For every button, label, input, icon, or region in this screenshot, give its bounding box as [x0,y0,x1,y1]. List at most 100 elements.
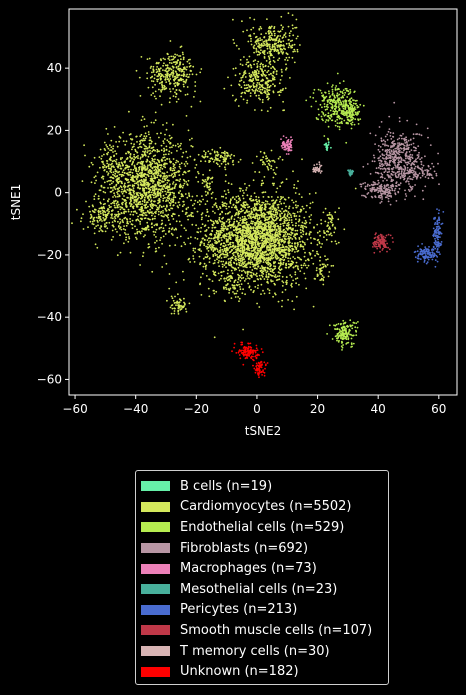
data-point [215,232,218,235]
data-point [259,233,261,235]
data-point [132,180,135,183]
data-point [171,207,174,210]
data-point [169,169,172,172]
data-point [245,189,248,191]
data-point [260,269,263,272]
data-point [91,223,94,225]
data-point [235,44,238,47]
data-point [265,271,268,274]
data-point [127,196,129,199]
data-point [280,15,283,18]
data-point [98,230,101,233]
data-point [153,77,156,80]
data-point [305,287,308,290]
data-point [256,278,259,280]
data-point [325,238,328,241]
data-point [287,211,290,214]
data-point [111,160,114,163]
data-point [271,65,274,68]
data-point [130,193,133,196]
data-point [156,150,159,153]
data-point [261,275,264,278]
data-point [152,92,155,95]
data-point [253,192,256,195]
data-point [92,223,95,226]
data-point [162,227,165,230]
data-point [278,82,281,85]
data-point [295,187,298,190]
data-point [150,121,153,124]
data-point [268,292,271,294]
data-point [257,79,260,81]
data-point [278,209,280,212]
data-point [235,262,238,265]
data-point [274,265,277,268]
data-point [148,199,150,202]
data-point [128,188,131,191]
data-point [146,72,149,74]
data-point [173,56,176,59]
data-point [148,146,151,149]
data-point [110,169,113,171]
data-point [153,196,155,199]
data-point [212,289,215,292]
data-point [172,123,174,126]
data-point [255,208,258,211]
data-point [270,226,272,228]
data-point [267,30,270,33]
data-point [253,71,256,74]
data-point [227,182,230,185]
data-point [273,275,276,278]
data-point [241,257,243,260]
data-point [152,69,155,72]
data-point [289,257,292,260]
data-point [246,90,249,92]
data-point [166,64,169,67]
data-point [157,202,159,205]
data-point [107,147,110,150]
data-point [250,80,253,83]
data-point [180,142,182,145]
data-point [139,223,142,225]
data-point [273,182,275,185]
data-point [168,194,171,197]
data-point [237,216,240,219]
data-point [246,29,248,32]
data-point [151,147,154,149]
data-point [191,204,194,207]
data-point [288,266,290,268]
data-point [246,246,249,249]
data-point [247,277,250,279]
data-point [215,290,218,293]
data-point [133,180,136,183]
data-point [173,213,176,216]
data-point [163,229,165,232]
data-point [280,24,283,27]
data-point [154,168,157,170]
data-point [223,249,226,252]
data-point [303,216,306,219]
data-point [107,151,110,154]
data-point [253,32,256,35]
data-point [277,235,280,238]
data-point [116,174,119,177]
data-point [151,86,154,89]
data-point [274,223,277,226]
data-point [250,43,253,46]
data-point [306,266,308,269]
data-point [276,35,279,38]
data-point [186,215,189,218]
data-point [137,219,140,222]
data-point [195,176,198,179]
data-point [195,224,198,227]
data-point [101,161,104,164]
data-point [222,195,225,198]
data-point [271,44,274,47]
data-point [97,213,100,216]
data-point [225,193,227,196]
data-point [308,215,311,218]
data-point [144,173,147,176]
data-point [293,184,296,186]
data-point [151,270,154,273]
data-point [145,203,148,206]
